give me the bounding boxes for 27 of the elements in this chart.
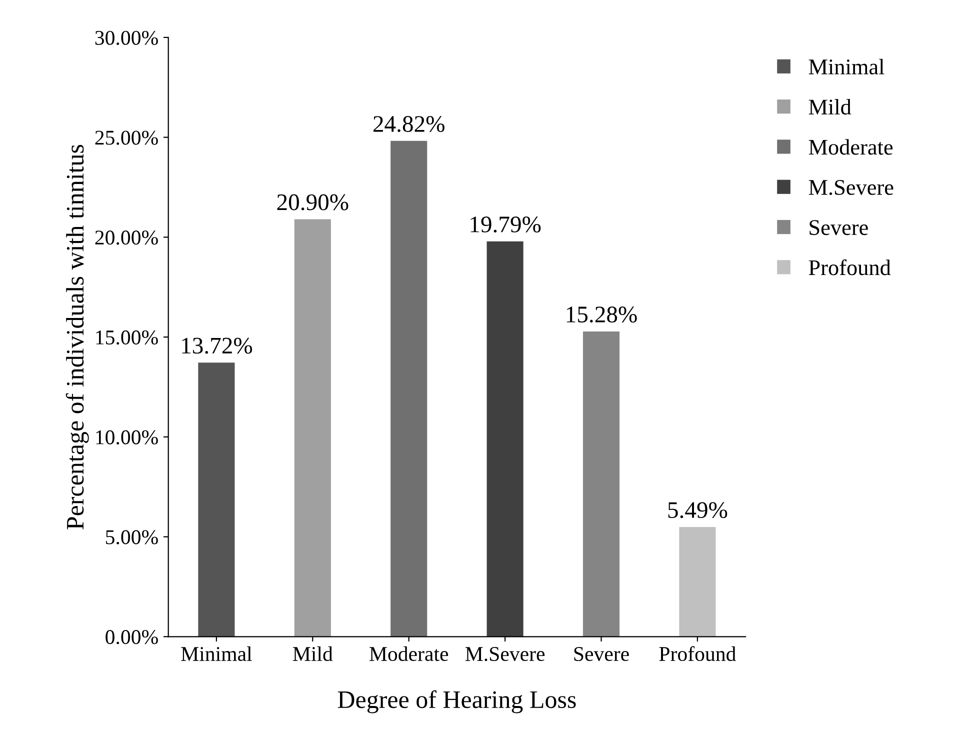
y-tick-label: 20.00% [95,230,158,245]
legend-label: Severe [810,220,868,236]
legend-label: Moderate [808,139,893,155]
x-tick-label: Mild [292,646,333,662]
data-label: 15.28% [566,306,637,323]
x-axis-title: Degree of Hearing Loss [338,690,576,714]
y-tick-label: 0.00% [106,630,158,644]
legend-label: Minimal [808,58,884,74]
y-tick-label: 25.00% [95,130,158,145]
data-label: 13.72% [182,338,252,354]
x-tick-label: Severe [574,647,629,662]
y-axis-title: Percentage of individuals with tinnitus [66,144,89,530]
y-tick-label: 10.00% [96,430,158,444]
legend-label: M.Severe [808,180,894,196]
y-tick-label: 30.00% [95,30,158,45]
y-tick-label: 5.00% [106,530,158,544]
data-label: 19.79% [470,216,541,233]
y-tick-label: 15.00% [96,330,158,345]
data-label: 20.90% [277,194,348,210]
x-tick-label: Profound [659,646,736,662]
legend-label: Profound [808,259,891,276]
x-tick-label: Moderate [370,646,448,662]
x-tick-label: Minimal [181,646,252,662]
legend-label: Mild [808,98,852,115]
x-tick-label: M.Severe [465,647,545,662]
data-label: 24.82% [373,116,444,132]
data-label: 5.49% [668,502,728,518]
